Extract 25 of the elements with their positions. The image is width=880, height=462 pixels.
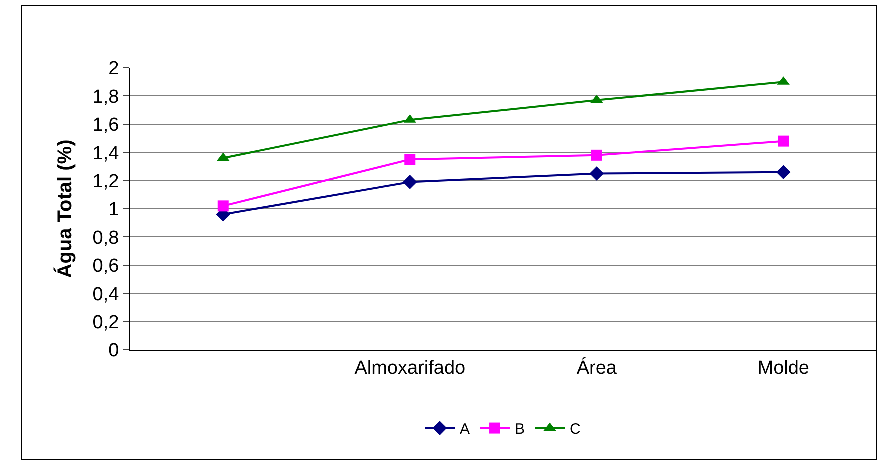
legend-label: B	[515, 421, 526, 438]
y-tick-label: 0,4	[92, 284, 120, 306]
point	[778, 136, 790, 147]
y-tick-label: 1	[108, 200, 120, 221]
y-tick-label: 0	[108, 340, 120, 362]
y-tick-label: 1,6	[92, 115, 120, 136]
y-tick-label: 2	[108, 58, 120, 80]
point	[591, 150, 602, 161]
x-tick-label: Área	[576, 356, 618, 379]
x-tick-label: Almoxarifado	[354, 358, 466, 379]
y-tick-label: 1,4	[92, 143, 120, 164]
x-tick-label: Molde	[758, 358, 810, 379]
y-axis-title: Água Total (%)	[53, 140, 76, 278]
point	[404, 154, 416, 166]
y-tick-label: 0,6	[92, 256, 120, 278]
y-tick-label: 1,8	[92, 86, 120, 108]
legend-label: A	[460, 421, 470, 438]
point	[218, 200, 229, 212]
point	[776, 165, 791, 180]
legend-label: C	[570, 421, 582, 438]
y-tick-label: 0,8	[92, 228, 120, 249]
point	[402, 175, 418, 190]
y-tick-label: 1,2	[92, 171, 120, 192]
y-tick-label: 0,2	[92, 312, 120, 334]
point	[590, 166, 604, 181]
